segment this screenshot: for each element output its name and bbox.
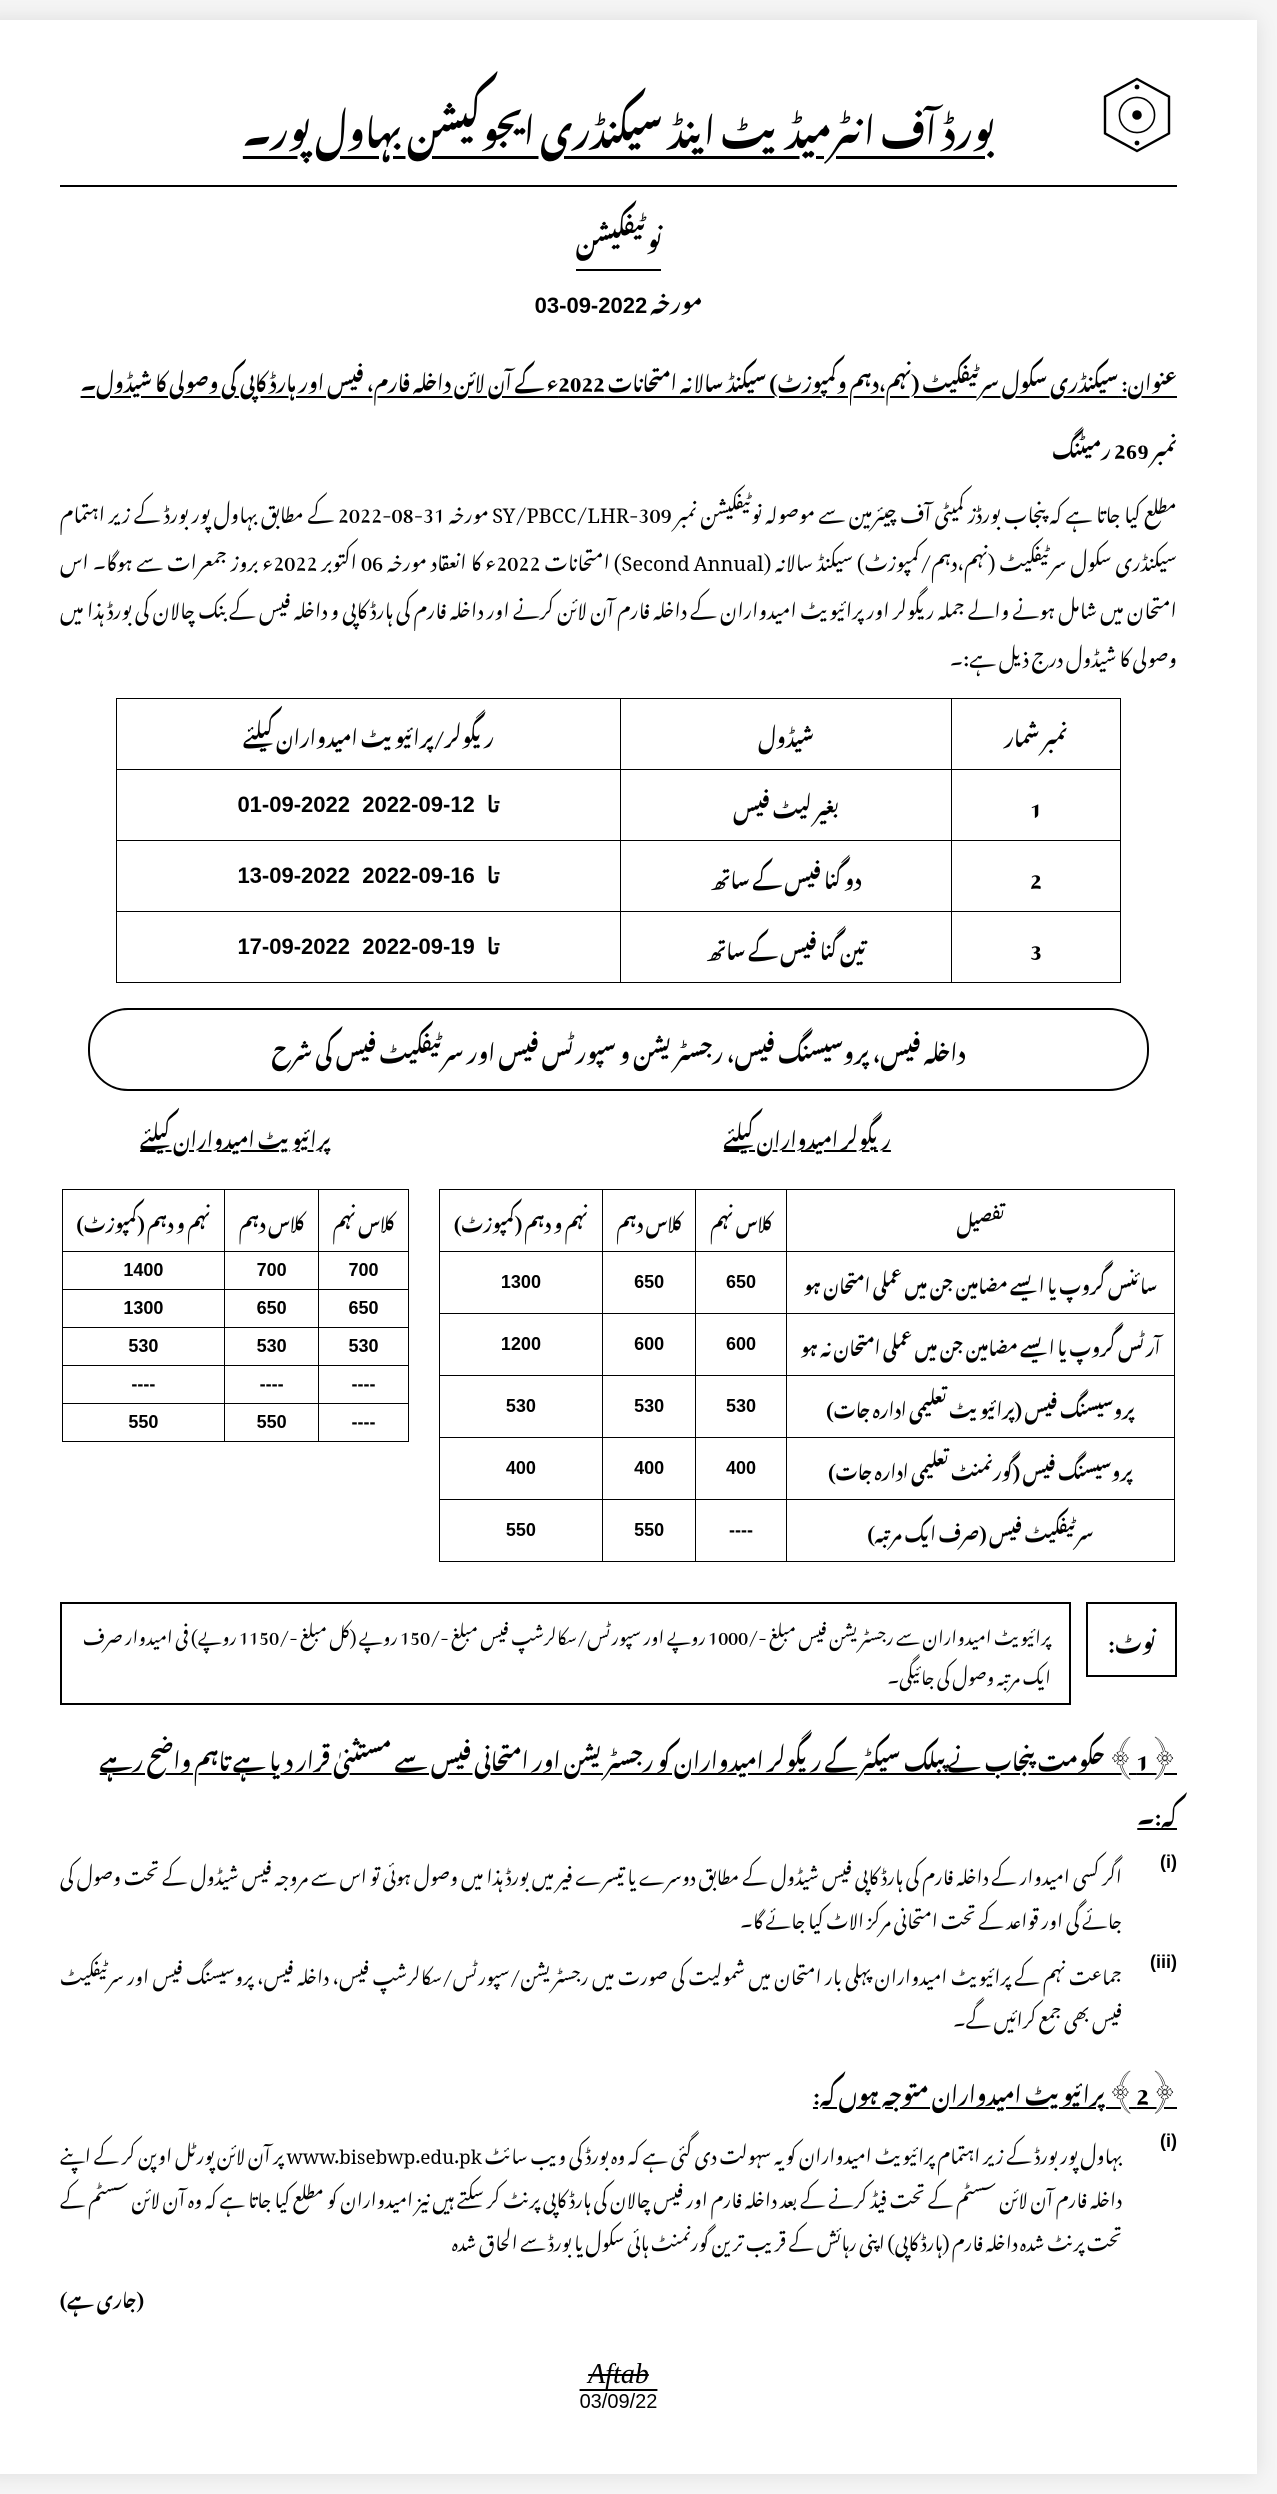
regular-fee-table: تفصیل کلاس نہم کلاس دہم نہم و دہم (کمپوز…	[439, 1189, 1175, 1562]
list-item: (i) بہاول پور بورڈ کے زیر اہتمام پرائیوی…	[60, 2131, 1177, 2262]
list-item: (iii) جماعت نہم کے پرائیویٹ امیدواران پہ…	[60, 1952, 1177, 2039]
subject-line: عنوان: سیکنڈری سکول سرٹیفکیٹ (نہم،دہم وک…	[60, 357, 1177, 401]
private-fee-table: کلاس نہم کلاس دہم نہم و دہم (کمپوزٹ) 700…	[62, 1189, 410, 1442]
note-content: پرائیویٹ امیدواران سے رجسٹریشن فیس مبلغ …	[60, 1602, 1071, 1705]
col-candidates: ریگولر/پرائیویٹ امیدواران کیلئے	[116, 699, 621, 770]
note-box: نوٹ: پرائیویٹ امیدواران سے رجسٹریشن فیس …	[60, 1602, 1177, 1705]
col-schedule: شیڈول	[621, 699, 951, 770]
notification-label: نـــوٹـــیـــفـــکـــیـــشـــن	[60, 207, 1177, 267]
fee-tables-container: ریگولر امیدواران کیلئے تفصیل کلاس نہم کل…	[60, 1111, 1177, 1582]
regular-title: ریگولر امیدواران کیلئے	[724, 1111, 891, 1161]
col-sr: نمبر شمار	[951, 699, 1120, 770]
subject-label: عنوان:	[1121, 354, 1177, 404]
schedule-table: نمبر شمار شیڈول ریگولر/پرائیویٹ امیدوارا…	[116, 698, 1121, 983]
signature: Aftab	[60, 2359, 1177, 2391]
private-title: پرائیویٹ امیدواران کیلئے	[140, 1111, 330, 1161]
signature-date: 03/09/22	[60, 2391, 1177, 2414]
board-title: بورڈ آف انٹرمیڈیٹ اینڈ سیکنڈری ایجوکیشن …	[243, 80, 994, 170]
board-logo	[1097, 75, 1177, 155]
table-row: 1 بغیر لیٹ فیس 01-09-2022 تا 12-09-2022	[116, 770, 1120, 841]
table-row: 3 تین گنا فیس کے ساتھ 17-09-2022 تا 19-0…	[116, 912, 1120, 983]
fee-heading: داخلہ فیس، پروسیسنگ فیس، رجسٹریشن و سپور…	[88, 1008, 1149, 1091]
notification-date: مورخہ 03-09-2022	[60, 272, 1177, 327]
body-paragraph: مطلع کیا جاتا ہے کہ پنجاب بورڈز کمیٹی آف…	[60, 486, 1177, 678]
table-row: 2 دو گنا فیس کے ساتھ 13-09-2022 تا 16-09…	[116, 841, 1120, 912]
section-2-heading: ﴿2﴾ پرائیویٹ امیدواران متوجہ ہوں کہ:	[60, 2064, 1177, 2119]
reference-number: نمبر 269 رمیٹنگ	[60, 421, 1177, 471]
table-header-row: نمبر شمار شیڈول ریگولر/پرائیویٹ امیدوارا…	[116, 699, 1120, 770]
section-1-heading: ﴿1﴾ حکومت پنجاب نے پبلک سیکٹر کے ریگولر …	[60, 1730, 1177, 1840]
private-fee-block: پرائیویٹ امیدواران کیلئے کلاس نہم کلاس د…	[62, 1111, 410, 1582]
note-label: نوٹ:	[1086, 1602, 1177, 1677]
header: بورڈ آف انٹرمیڈیٹ اینڈ سیکنڈری ایجوکیشن …	[60, 80, 1177, 187]
regular-fee-block: ریگولر امیدواران کیلئے تفصیل کلاس نہم کل…	[439, 1111, 1175, 1582]
continued-marker: (جاری ہے)	[60, 2274, 1177, 2319]
document-page: بورڈ آف انٹرمیڈیٹ اینڈ سیکنڈری ایجوکیشن …	[0, 20, 1257, 2474]
list-item: (i) اگر کسی امیدوار کے داخلہ فارم کی ہار…	[60, 1852, 1177, 1939]
subject-text: سیکنڈری سکول سرٹیفکیٹ (نہم،دہم وکمپوزٹ) …	[81, 354, 1119, 404]
